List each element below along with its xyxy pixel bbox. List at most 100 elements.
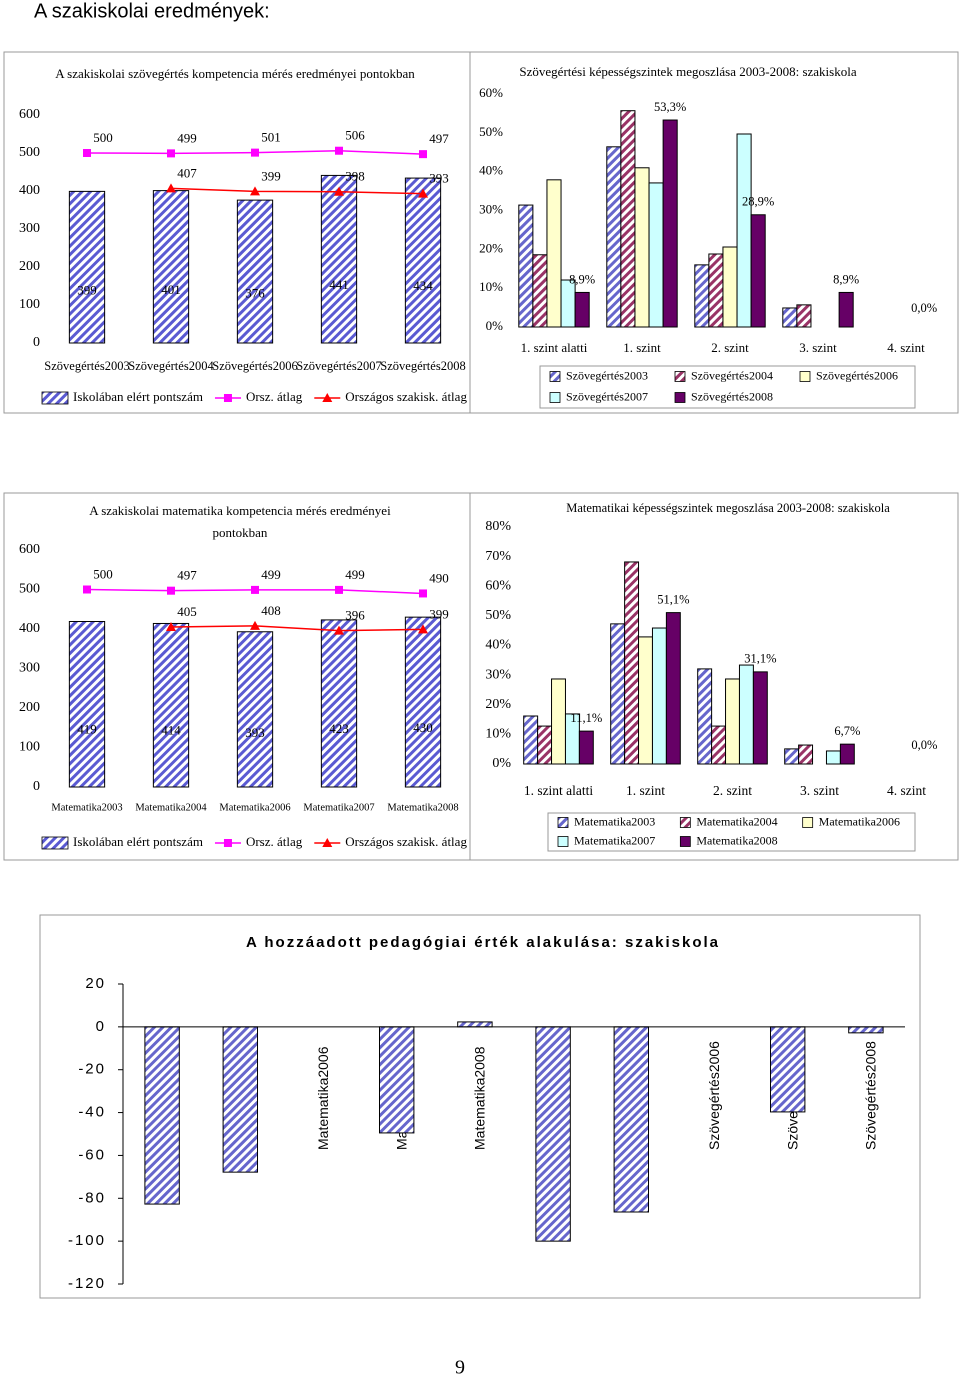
bar xyxy=(144,1026,180,1205)
x-tick-label: Matematika2006 xyxy=(219,802,290,813)
x-tick-label: 3. szint xyxy=(799,340,837,355)
bar xyxy=(722,246,738,328)
bar xyxy=(694,264,710,328)
bar xyxy=(523,715,539,765)
bar xyxy=(68,190,106,344)
legend-label: Szövegértés2003 xyxy=(566,368,648,382)
chart: A szakiskolai matematika kompetencia mér… xyxy=(3,492,471,861)
data-label: 398 xyxy=(345,169,365,184)
y-tick-label: -60 xyxy=(78,1146,106,1163)
y-tick-label: 60% xyxy=(479,85,503,100)
point xyxy=(250,620,260,630)
bar xyxy=(236,199,274,344)
legend-swatch xyxy=(674,392,686,403)
series-line xyxy=(170,187,424,195)
point xyxy=(166,622,176,632)
chart: Matematikai képességszintek megoszlása 2… xyxy=(469,492,959,861)
x-tick-label: Szövegértés2004 xyxy=(128,359,214,373)
point xyxy=(419,589,427,598)
y-tick-label: 10% xyxy=(479,279,503,294)
bar xyxy=(404,177,442,344)
legend-label: Orsz. átlag xyxy=(246,389,303,404)
data-label: 0,0% xyxy=(911,301,937,315)
y-tick-label: 300 xyxy=(19,661,40,676)
bar xyxy=(68,620,106,788)
bar xyxy=(320,619,358,788)
bar xyxy=(697,668,713,765)
y-tick-label: 50% xyxy=(479,124,503,139)
data-label: 8,9% xyxy=(833,272,859,286)
x-tick-label: 4. szint xyxy=(887,340,925,355)
bar xyxy=(708,253,724,328)
data-label: 393 xyxy=(429,171,449,186)
x-tick-label: Matematika2004 xyxy=(135,802,207,813)
y-tick-label: 0% xyxy=(486,318,504,333)
x-tick-label: 1. szint alatti xyxy=(521,340,588,355)
bar xyxy=(838,291,854,328)
y-tick-label: 50% xyxy=(485,608,511,623)
bar xyxy=(546,179,562,328)
legend-frame xyxy=(539,365,916,409)
y-tick-label: 300 xyxy=(19,221,40,236)
bar xyxy=(796,304,812,328)
bar xyxy=(532,254,548,328)
bar xyxy=(152,622,190,788)
bar xyxy=(404,616,442,788)
data-label: 423 xyxy=(329,721,349,736)
legend-label: Szövegértés2004 xyxy=(691,368,773,382)
legend-label: Matematika2006 xyxy=(819,814,900,828)
data-label: 407 xyxy=(177,165,197,180)
point xyxy=(418,624,428,634)
legend-frame xyxy=(547,812,916,852)
data-label: 501 xyxy=(261,130,281,145)
data-label: 499 xyxy=(261,567,281,582)
legend-swatch xyxy=(799,371,811,382)
data-label: 499 xyxy=(177,130,197,145)
data-label: 8,9% xyxy=(569,272,595,286)
point xyxy=(334,186,344,196)
y-tick-label: 30% xyxy=(479,201,503,216)
legend-swatch xyxy=(41,391,69,405)
y-tick-label: 70% xyxy=(485,549,511,564)
x-tick-label: Szövegértés2007 xyxy=(296,359,381,373)
data-label: 419 xyxy=(77,722,97,737)
y-tick-label: 40% xyxy=(479,163,503,178)
x-tick-label: Matematika2006 xyxy=(315,1046,331,1150)
legend-label: Szövegértés2007 xyxy=(566,389,648,403)
bar xyxy=(320,174,358,344)
bar xyxy=(665,612,681,765)
data-label: 414 xyxy=(161,722,181,737)
data-label: 490 xyxy=(429,570,449,585)
y-tick-label: 400 xyxy=(19,183,40,198)
bar xyxy=(457,1021,493,1028)
x-tick-label: 1. szint xyxy=(626,783,665,798)
bar xyxy=(378,1026,415,1134)
legend-swatch xyxy=(674,371,686,382)
x-tick-label: Matematika2003 xyxy=(51,802,122,813)
legend-label: Matematika2007 xyxy=(574,833,655,847)
legend-label: Iskolában elért pontszám xyxy=(73,834,203,849)
bar xyxy=(634,167,650,328)
page-number: 9 xyxy=(455,1357,465,1379)
bar xyxy=(725,678,740,765)
y-tick-label: -40 xyxy=(78,1104,106,1121)
y-tick-label: 80% xyxy=(485,519,511,534)
legend-label: Szövegértés2008 xyxy=(691,389,773,403)
y-tick-label: 0 xyxy=(33,779,40,794)
legend-label: Matematika2003 xyxy=(574,814,655,828)
y-tick-label: 20% xyxy=(485,697,511,712)
data-label: 53,3% xyxy=(654,100,686,114)
point xyxy=(167,586,175,595)
bar xyxy=(574,291,590,328)
data-label: 434 xyxy=(413,278,433,293)
heading: A szakiskolai eredmények: xyxy=(34,0,270,22)
legend-swatch xyxy=(41,836,69,850)
bar xyxy=(560,279,576,328)
x-tick-label: 4. szint xyxy=(887,783,926,798)
bar xyxy=(752,671,768,765)
bar xyxy=(648,182,664,328)
y-tick-label: -100 xyxy=(68,1232,106,1249)
y-tick-label: 100 xyxy=(19,297,40,312)
legend-label: Országos szakisk. átlag xyxy=(345,834,467,849)
